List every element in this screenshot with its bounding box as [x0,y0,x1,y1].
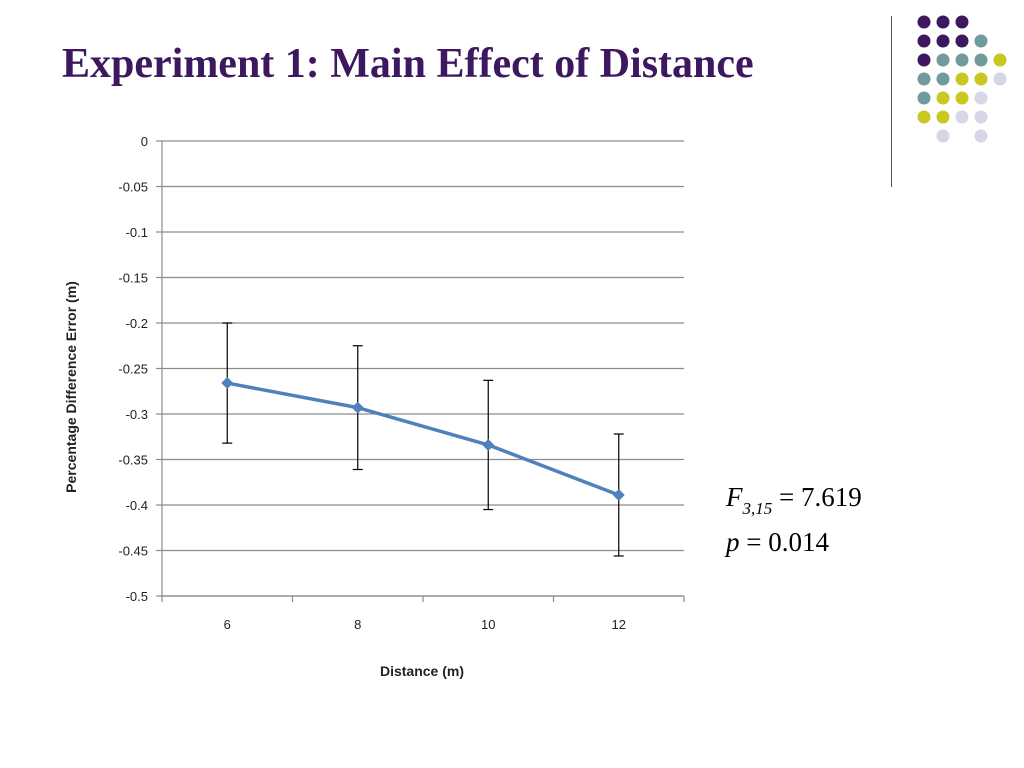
gridlines [162,140,684,597]
data-point-diamond [221,377,234,390]
y-tick-label: -0.15 [118,271,148,286]
y-tick-label: 0 [141,134,148,149]
x-tick-label: 12 [612,617,626,632]
decor-dot [993,53,1007,67]
y-tick-labels: 0 -0.05 -0.1 -0.15 -0.2 -0.25 -0.3 -0.35 -0.4 -0.… [118,134,148,604]
decor-dot [936,91,950,105]
x-axis-title: Distance (m) [380,663,464,679]
f-symbol: F [726,482,743,512]
decorative-dot-pattern [917,15,1007,143]
error-bars [222,322,624,557]
decor-dot [974,91,988,105]
decor-dot [936,34,950,48]
f-value: = 7.619 [772,482,862,512]
decor-dot [917,15,931,29]
y-tick-label: -0.45 [118,544,148,559]
statistics-block: F3,15 = 7.619 p = 0.014 [726,482,862,558]
decor-dot [955,110,969,124]
x-tick-label: 8 [354,617,361,632]
x-tick-label: 10 [481,617,495,632]
p-value: = 0.014 [739,527,829,557]
decor-dot [917,72,931,86]
y-tick-label: -0.1 [126,225,148,240]
decor-dot [917,91,931,105]
decor-dot [936,53,950,67]
series-line [225,381,621,497]
y-axis-title: Percentage Difference Error (m) [63,281,79,493]
data-point-diamond [351,401,364,414]
line-chart: 0 -0.05 -0.1 -0.15 -0.2 -0.25 -0.3 -0.35 -0.4 -0.… [50,118,710,698]
decor-dot [974,129,988,143]
y-tick-label: -0.05 [118,180,148,195]
decor-dot [974,72,988,86]
f-statistic: F3,15 = 7.619 [726,482,862,518]
axes [156,140,685,602]
decor-dot [974,110,988,124]
data-point-diamond [612,488,625,501]
p-symbol: p [726,527,740,557]
f-degrees-of-freedom: 3,15 [742,499,773,518]
decor-dot [955,53,969,67]
y-tick-label: -0.35 [118,453,148,468]
x-tick-labels: 6 8 10 12 [224,617,626,632]
decor-dot [917,53,931,67]
y-tick-label: -0.2 [126,316,148,331]
decor-dot [917,34,931,48]
decor-dot [974,53,988,67]
decor-dot [974,34,988,48]
p-statistic: p = 0.014 [726,527,862,558]
decor-dot [955,15,969,29]
decor-dot [936,110,950,124]
series-line-path [225,381,621,497]
x-tick-label: 6 [224,617,231,632]
data-points [221,377,625,501]
y-tick-label: -0.4 [126,498,148,513]
chart-svg: 0 -0.05 -0.1 -0.15 -0.2 -0.25 -0.3 -0.35 -0.4 -0.… [63,134,685,679]
decor-dot [936,129,950,143]
decor-dot [936,72,950,86]
decor-dot [917,110,931,124]
decor-dot [993,72,1007,86]
decor-dot [955,72,969,86]
slide-title: Experiment 1: Main Effect of Distance [62,41,754,87]
y-tick-label: -0.5 [126,589,148,604]
decor-dot [955,34,969,48]
data-point-diamond [482,438,495,451]
decorative-divider [891,16,892,187]
decor-dot [936,15,950,29]
y-tick-label: -0.3 [126,407,148,422]
decor-dot [955,91,969,105]
y-tick-label: -0.25 [118,362,148,377]
